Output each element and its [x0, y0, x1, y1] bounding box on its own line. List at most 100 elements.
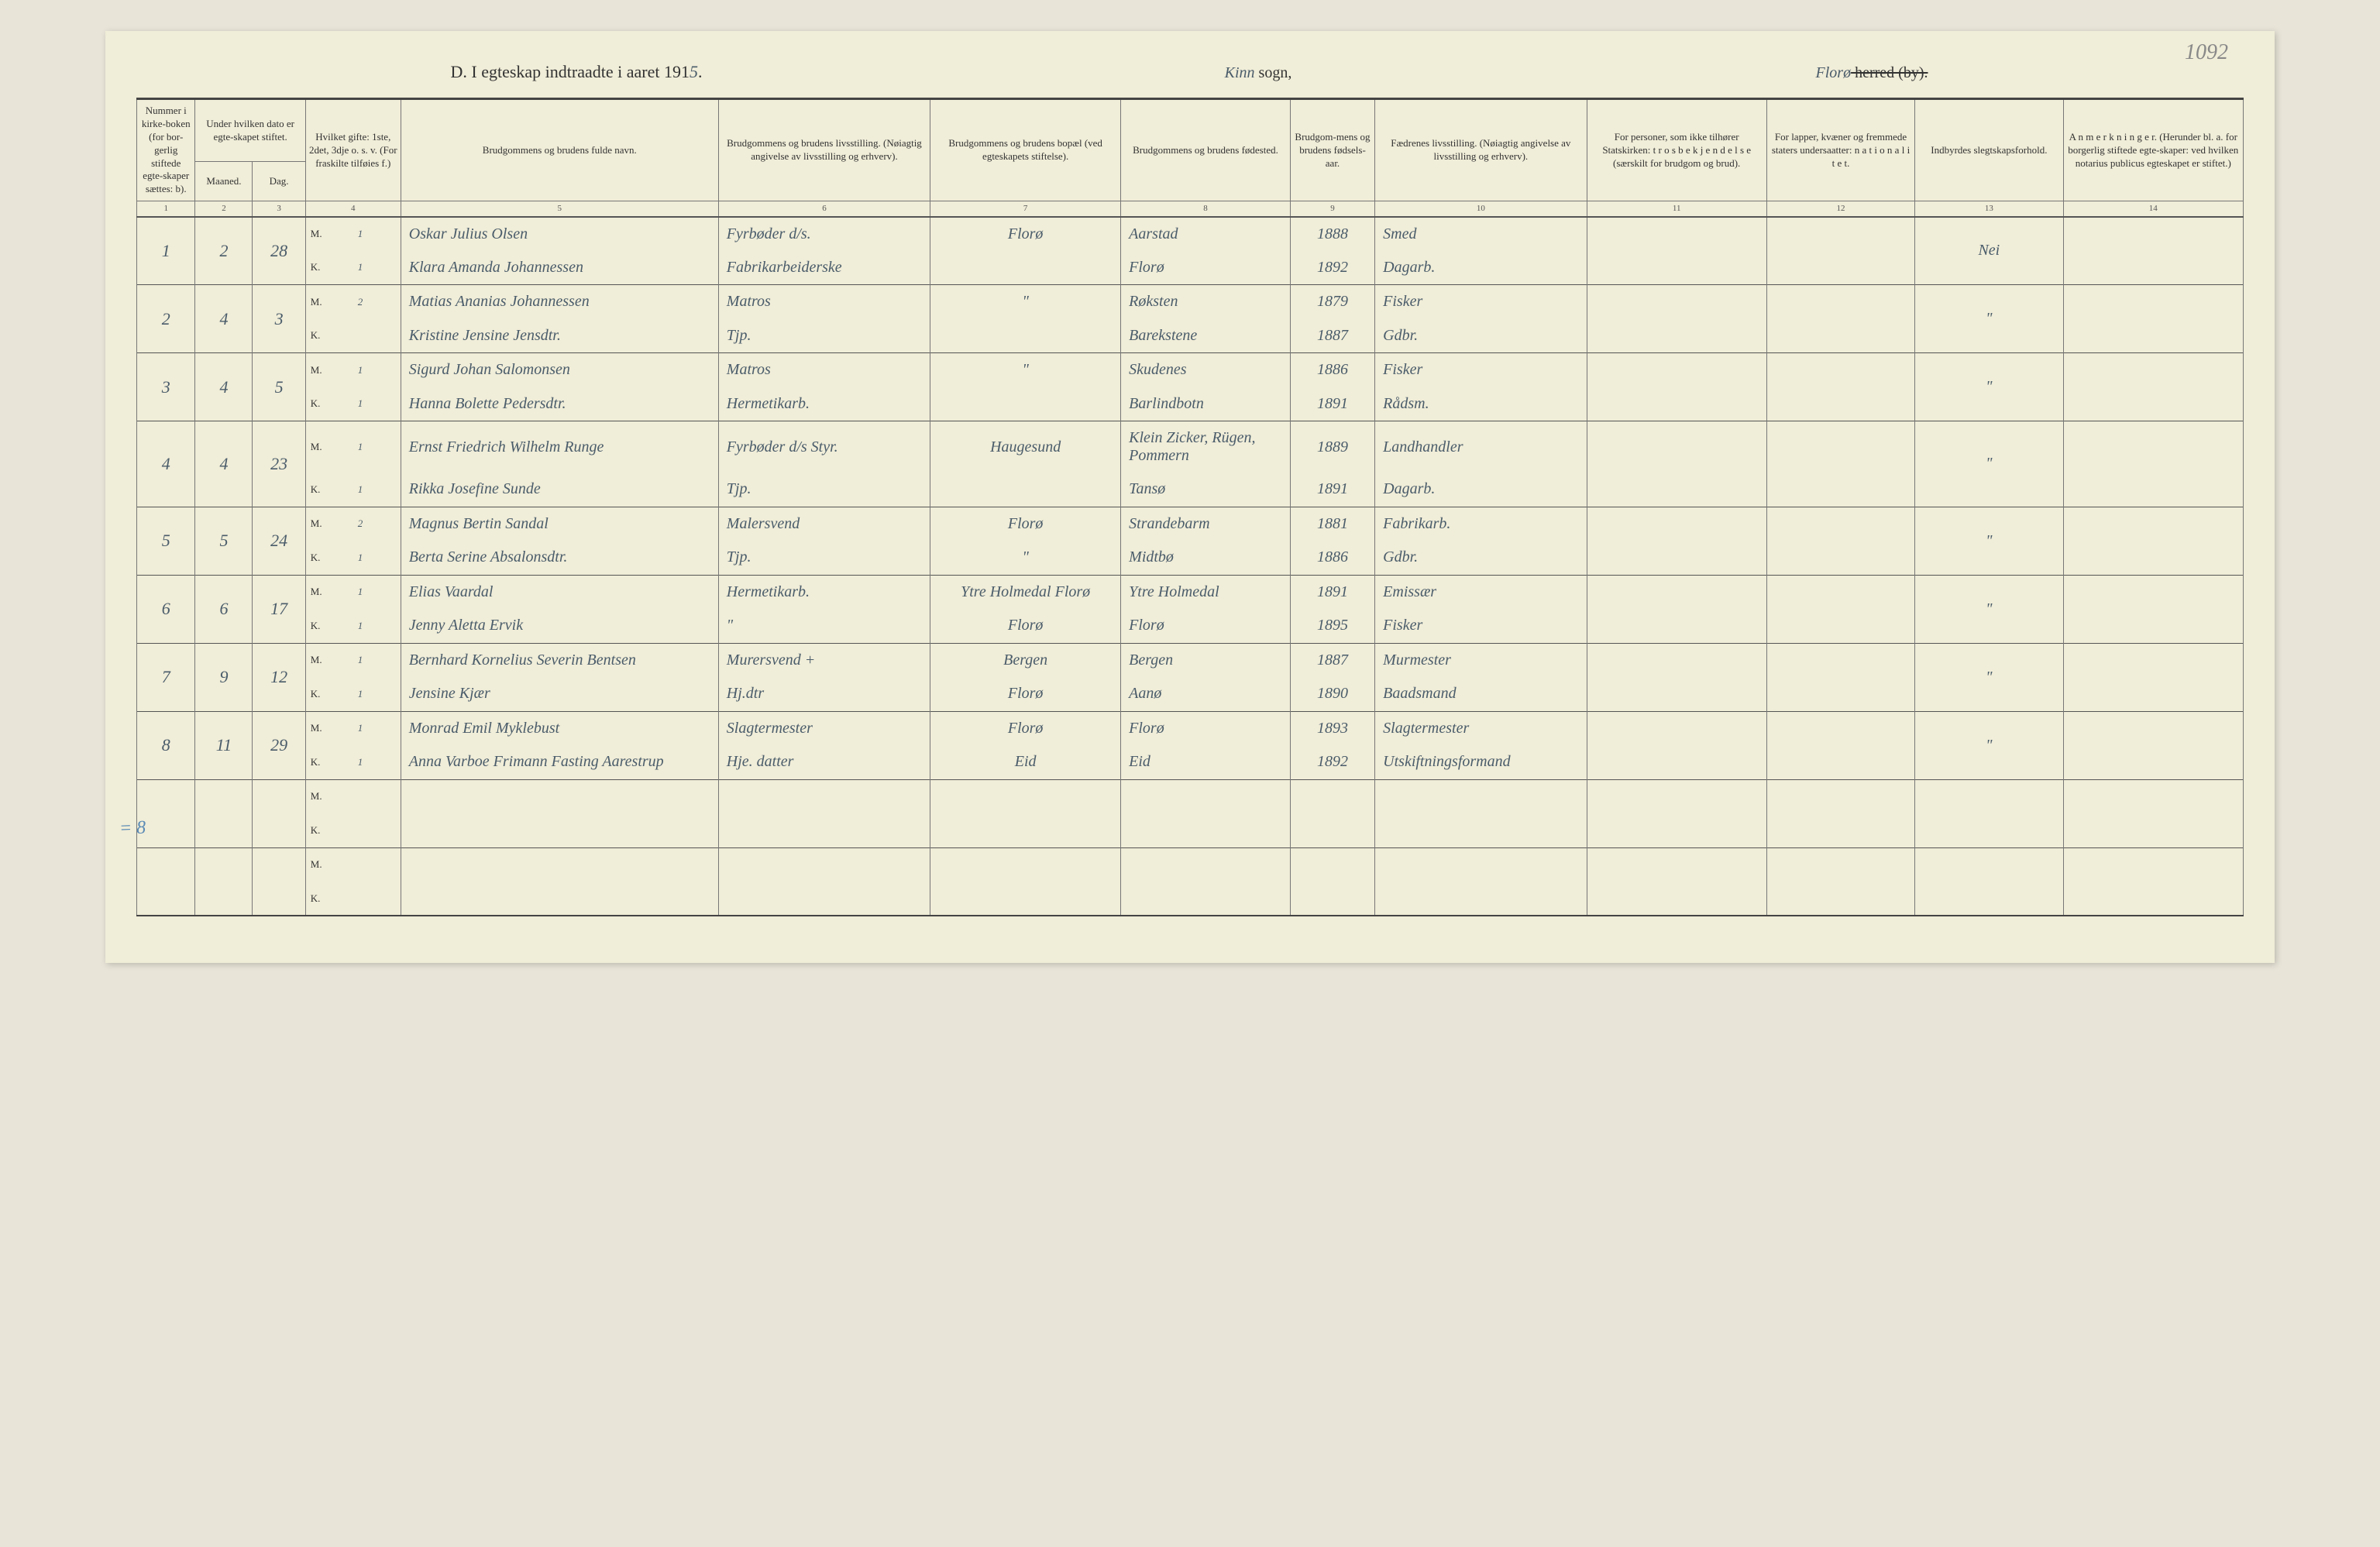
- cell-far-m: Smed: [1375, 217, 1587, 251]
- cell-navn-k: Hanna Bolette Pedersdtr.: [401, 387, 718, 421]
- cell-far-k: Utskiftningsformand: [1375, 745, 1587, 779]
- cell-c11: [1587, 217, 1766, 285]
- cell-fodested-k: Barlindbotn: [1121, 387, 1291, 421]
- cell-fodested-k: Barekstene: [1121, 319, 1291, 353]
- cell-c11: [1587, 421, 1766, 507]
- cell-gift-m: 1: [353, 643, 401, 677]
- cell-navn-m: Matias Ananias Johannessen: [401, 285, 718, 319]
- cell-num: 5: [137, 507, 195, 575]
- cell-bopael-m: [930, 779, 1121, 813]
- cell-dag: 17: [253, 575, 305, 643]
- cell-c14: [2063, 285, 2243, 353]
- cell-navn-k: [401, 813, 718, 847]
- cell-navn-m: Magnus Bertin Sandal: [401, 507, 718, 541]
- colnum-14: 14: [2063, 201, 2243, 217]
- colnum-9: 9: [1290, 201, 1374, 217]
- cell-gift-k: 1: [353, 251, 401, 285]
- cell-navn-m: Monrad Emil Myklebust: [401, 711, 718, 745]
- cell-gift-m: 1: [353, 711, 401, 745]
- cell-far-k: Gdbr.: [1375, 541, 1587, 575]
- cell-aar-k: 1892: [1290, 745, 1374, 779]
- cell-stilling-m: Malersvend: [718, 507, 930, 541]
- cell-fodested-m: Aarstad: [1121, 217, 1291, 251]
- cell-num: 6: [137, 575, 195, 643]
- cell-fodested-m: Bergen: [1121, 643, 1291, 677]
- ledger-page: 1092 D. I egteskap indtraadte i aaret 19…: [105, 31, 2275, 963]
- cell-bopael-k: Florø: [930, 677, 1121, 711]
- table-header: Nummer i kirke-boken (for bor-gerlig sti…: [137, 99, 2244, 217]
- cell-stilling-k: Tjp.: [718, 319, 930, 353]
- cell-navn-k: Klara Amanda Johannessen: [401, 251, 718, 285]
- herred-hw: Florø: [1816, 64, 1852, 81]
- cell-far-m: Fisker: [1375, 285, 1587, 319]
- cell-navn-m: Sigurd Johan Salomonsen: [401, 353, 718, 387]
- colnum-3: 3: [253, 201, 305, 217]
- cell-mk-k: K.: [305, 609, 353, 643]
- cell-fodested-m: [1121, 779, 1291, 813]
- colnum-4: 4: [305, 201, 401, 217]
- cell-c12: [1766, 575, 1914, 643]
- cell-navn-k: Anna Varboe Frimann Fasting Aarestrup: [401, 745, 718, 779]
- cell-c14: [2063, 421, 2243, 507]
- cell-far-m: [1375, 847, 1587, 882]
- colnum-8: 8: [1121, 201, 1291, 217]
- colnum-1: 1: [137, 201, 195, 217]
- cell-aar-k: 1887: [1290, 319, 1374, 353]
- cell-bopael-m: ": [930, 285, 1121, 319]
- cell-mk-k: K.: [305, 387, 353, 421]
- cell-c14: [2063, 575, 2243, 643]
- cell-c13: Nei: [1915, 217, 2063, 285]
- cell-maaned: 2: [195, 217, 253, 285]
- cell-c12: [1766, 285, 1914, 353]
- colnum-5: 5: [401, 201, 718, 217]
- cell-bopael-m: Florø: [930, 507, 1121, 541]
- cell-aar-k: 1892: [1290, 251, 1374, 285]
- cell-mk-m: M.: [305, 285, 353, 319]
- cell-gift-k: [353, 882, 401, 916]
- cell-num: 7: [137, 643, 195, 711]
- cell-fodested-m: Strandebarm: [1121, 507, 1291, 541]
- title-suffix: .: [698, 62, 703, 81]
- cell-aar-k: 1890: [1290, 677, 1374, 711]
- cell-stilling-m: Murersvend +: [718, 643, 930, 677]
- cell-num: 8: [137, 711, 195, 779]
- cell-stilling-m: [718, 847, 930, 882]
- cell-navn-m: Oskar Julius Olsen: [401, 217, 718, 251]
- cell-gift-m: 1: [353, 421, 401, 473]
- cell-c12: [1766, 507, 1914, 575]
- cell-stilling-m: [718, 779, 930, 813]
- header-col-8: Brudgommens og brudens fødested.: [1121, 99, 1291, 201]
- cell-aar-m: 1893: [1290, 711, 1374, 745]
- cell-c13: ": [1915, 507, 2063, 575]
- cell-gift-m: [353, 847, 401, 882]
- cell-gift-m: 1: [353, 217, 401, 251]
- cell-stilling-k: [718, 882, 930, 916]
- cell-bopael-k: [930, 319, 1121, 353]
- cell-bopael-m: Haugesund: [930, 421, 1121, 473]
- cell-dag: 29: [253, 711, 305, 779]
- header-col-6: Brudgommens og brudens livsstilling. (Nø…: [718, 99, 930, 201]
- header-dag: Dag.: [253, 162, 305, 201]
- cell-c14: [2063, 779, 2243, 847]
- cell-aar-m: 1891: [1290, 575, 1374, 609]
- cell-gift-k: [353, 813, 401, 847]
- cell-num: 1: [137, 217, 195, 285]
- cell-far-m: Fabrikarb.: [1375, 507, 1587, 541]
- cell-c13: ": [1915, 643, 2063, 711]
- cell-gift-m: 2: [353, 507, 401, 541]
- cell-fodested-m: Røksten: [1121, 285, 1291, 319]
- cell-mk-k: K.: [305, 745, 353, 779]
- cell-mk-k: K.: [305, 251, 353, 285]
- cell-aar-k: 1895: [1290, 609, 1374, 643]
- cell-aar-m: 1886: [1290, 353, 1374, 387]
- cell-bopael-k: Eid: [930, 745, 1121, 779]
- cell-mk-m: M.: [305, 507, 353, 541]
- cell-stilling-k: Tjp.: [718, 541, 930, 575]
- header-col-10: Fædrenes livsstilling. (Nøiagtig angivel…: [1375, 99, 1587, 201]
- cell-c13: ": [1915, 285, 2063, 353]
- cell-navn-k: Jensine Kjær: [401, 677, 718, 711]
- cell-stilling-m: Matros: [718, 353, 930, 387]
- cell-c12: [1766, 643, 1914, 711]
- cell-bopael-m: Bergen: [930, 643, 1121, 677]
- cell-aar-k: [1290, 813, 1374, 847]
